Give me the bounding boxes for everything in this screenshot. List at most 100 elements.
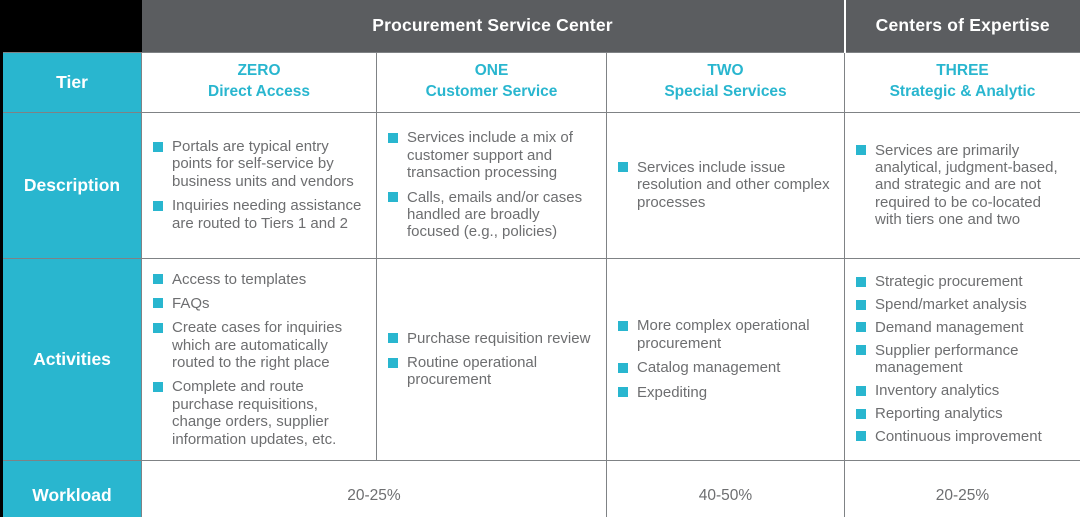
bullet-item: Services include a mix of customer suppo… (387, 129, 596, 181)
activities-row: Activities Access to templates FAQs Crea… (1, 257, 1080, 462)
activities-cell-two: More complex operational procurement Cat… (606, 257, 845, 462)
bullet-square-icon (856, 385, 866, 396)
bullet-item: Calls, emails and/or cases handled are b… (387, 189, 596, 241)
bullet-item: Inventory analytics (855, 382, 1070, 399)
bullet-item: Purchase requisition review (387, 330, 596, 347)
bullet-text: Continuous improvement (875, 427, 1042, 445)
bullet-text: Services include a mix of customer suppo… (407, 129, 573, 182)
bullet-item: Routine operational procurement (387, 354, 596, 389)
bullet-text: Services include issue resolution and ot… (637, 158, 830, 211)
workload-row: Workload 20-25% 40-50% 20-25% (1, 460, 1080, 517)
bullet-text: Services are primarily analytical, judgm… (875, 141, 1058, 229)
band-procurement-service-center: Procurement Service Center (141, 0, 845, 52)
tier-name: Customer Service (425, 83, 558, 100)
bullet-text: Supplier performance management (875, 341, 1019, 377)
bullet-square-icon (856, 345, 866, 356)
workload-cell-two: 40-50% (606, 460, 845, 517)
row-label-description: Description (1, 111, 142, 259)
bullet-item: Access to templates (152, 271, 366, 288)
workload-cell-zero-one: 20-25% (141, 460, 607, 517)
bullet-item: Services are primarily analytical, judgm… (855, 142, 1070, 229)
bullet-square-icon (153, 381, 163, 392)
tier-header-three: THREE Strategic & Analytic (844, 51, 1080, 113)
bullet-square-icon (618, 162, 628, 173)
corner-spacer (1, 0, 142, 52)
tier-header-one: ONE Customer Service (376, 51, 607, 113)
activities-cell-zero: Access to templates FAQs Create cases fo… (141, 257, 377, 462)
bullet-text: Portals are typical entry points for sel… (172, 138, 354, 190)
tier-number: ZERO (237, 62, 281, 80)
bullet-text: Calls, emails and/or cases handled are b… (407, 188, 583, 241)
bullet-item: Supplier performance management (855, 342, 1070, 377)
tier-header-row: Tier ZERO Direct Access ONE Customer Ser… (1, 51, 1080, 113)
bullet-item: Services include issue resolution and ot… (617, 159, 834, 211)
bullet-square-icon (153, 141, 163, 152)
bullet-square-icon (153, 200, 163, 211)
bullet-square-icon (388, 132, 398, 143)
bullet-square-icon (153, 274, 163, 284)
bullet-item: Catalog management (617, 359, 834, 376)
bullet-square-icon (388, 192, 398, 202)
tier-name: Strategic & Analytic (889, 83, 1036, 100)
tier-name: Direct Access (208, 83, 310, 100)
band-centers-of-expertise: Centers of Expertise (843, 0, 1080, 52)
bullet-square-icon (856, 322, 866, 333)
bullet-square-icon (388, 357, 398, 368)
bullet-square-icon (618, 387, 628, 398)
bullet-text: Create cases for inquiries which are aut… (172, 319, 343, 372)
bullet-text: Reporting analytics (875, 405, 1003, 423)
bullet-item: Portals are typical entry points for sel… (152, 138, 366, 190)
bullet-square-icon (388, 333, 398, 344)
bullet-text: Demand management (875, 318, 1024, 336)
tier-number: THREE (936, 62, 989, 80)
description-cell-two: Services include issue resolution and ot… (606, 111, 845, 259)
bullet-text: Catalog management (637, 359, 781, 377)
row-label-workload: Workload (1, 460, 142, 517)
tier-header-two: TWO Special Services (606, 51, 845, 113)
bullet-item: Continuous improvement (855, 428, 1070, 445)
workload-cell-three: 20-25% (844, 460, 1080, 517)
bullet-square-icon (856, 431, 866, 442)
description-cell-zero: Portals are typical entry points for sel… (141, 111, 377, 259)
bullet-text: Purchase requisition review (407, 329, 591, 347)
bullet-square-icon (856, 408, 866, 419)
bullet-text: FAQs (172, 294, 210, 312)
bullet-square-icon (856, 145, 866, 156)
activities-cell-three: Strategic procurement Spend/market analy… (844, 257, 1080, 462)
row-label-tier: Tier (1, 51, 142, 113)
description-cell-three: Services are primarily analytical, judgm… (844, 111, 1080, 259)
bullet-item: Strategic procurement (855, 273, 1070, 290)
description-cell-one: Services include a mix of customer suppo… (376, 111, 607, 259)
bullet-square-icon (618, 362, 628, 373)
bullet-square-icon (618, 320, 628, 331)
bullet-item: Create cases for inquiries which are aut… (152, 319, 366, 371)
bullet-text: Access to templates (172, 270, 307, 288)
bullet-item: FAQs (152, 295, 366, 312)
bullet-item: Spend/market analysis (855, 296, 1070, 313)
bullet-square-icon (153, 298, 163, 309)
bullet-item: Expediting (617, 384, 834, 401)
bullet-text: More complex operational procurement (637, 317, 810, 352)
bullet-text: Spend/market analysis (875, 296, 1027, 314)
tier-header-zero: ZERO Direct Access (141, 51, 377, 113)
bullet-square-icon (153, 322, 163, 333)
bullet-text: Complete and route purchase requisitions… (172, 378, 337, 448)
header-band-row: Procurement Service Center Centers of Ex… (1, 0, 1080, 52)
bullet-item: Complete and route purchase requisitions… (152, 378, 366, 448)
tier-number: TWO (707, 62, 744, 80)
bullet-text: Inquiries needing assistance are routed … (172, 197, 362, 232)
bullet-square-icon (856, 299, 866, 310)
bullet-item: Demand management (855, 319, 1070, 336)
bullet-square-icon (856, 276, 866, 287)
activities-cell-one: Purchase requisition review Routine oper… (376, 257, 607, 462)
bullet-item: Reporting analytics (855, 405, 1070, 422)
tier-number: ONE (474, 62, 509, 80)
description-row: Description Portals are typical entry po… (1, 111, 1080, 259)
row-label-activities: Activities (1, 257, 142, 462)
bullet-text: Expediting (637, 383, 708, 401)
bullet-text: Routine operational procurement (407, 354, 538, 389)
tier-name: Special Services (664, 83, 787, 100)
bullet-item: More complex operational procurement (617, 317, 834, 352)
